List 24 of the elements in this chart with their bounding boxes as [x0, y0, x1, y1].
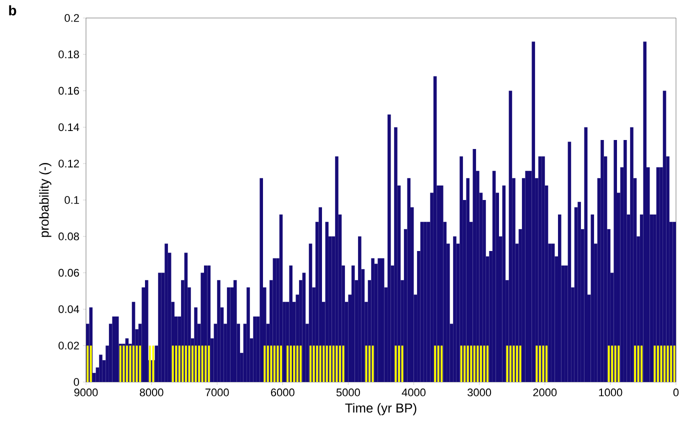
y-axis-title: probability (-) [39, 163, 52, 237]
y-tick-label: 0.06 [58, 268, 79, 277]
x-tick-label: 1000 [599, 388, 622, 396]
x-tick-label: 5000 [336, 388, 360, 396]
y-tick-label: 0.2 [64, 14, 79, 22]
y-tick-label: 0.16 [58, 86, 79, 95]
x-tick-label: 6000 [271, 388, 294, 396]
x-tick-label: 9000 [74, 388, 98, 396]
y-tick-label: 0.14 [58, 123, 80, 132]
y-tick-label: 0.18 [58, 50, 79, 58]
x-tick-label: 7000 [205, 388, 229, 396]
y-tick-label: 0.12 [58, 160, 79, 168]
y-tick-label: 0.02 [58, 342, 79, 350]
y-tick-label: 0.08 [58, 232, 79, 240]
x-tick-label: 0 [673, 388, 679, 396]
y-tick-label: 0.04 [58, 305, 80, 314]
y-tick-label: 0 [74, 378, 80, 386]
x-tick-label: 2000 [533, 388, 557, 396]
y-tick-label: 0.1 [64, 196, 79, 204]
x-tick-label: 8000 [140, 388, 164, 396]
chart-title: b [9, 5, 16, 16]
x-axis-title: Time (yr BP) [345, 403, 416, 416]
x-tick-label: 3000 [468, 388, 492, 396]
x-tick-label: 4000 [402, 388, 426, 396]
